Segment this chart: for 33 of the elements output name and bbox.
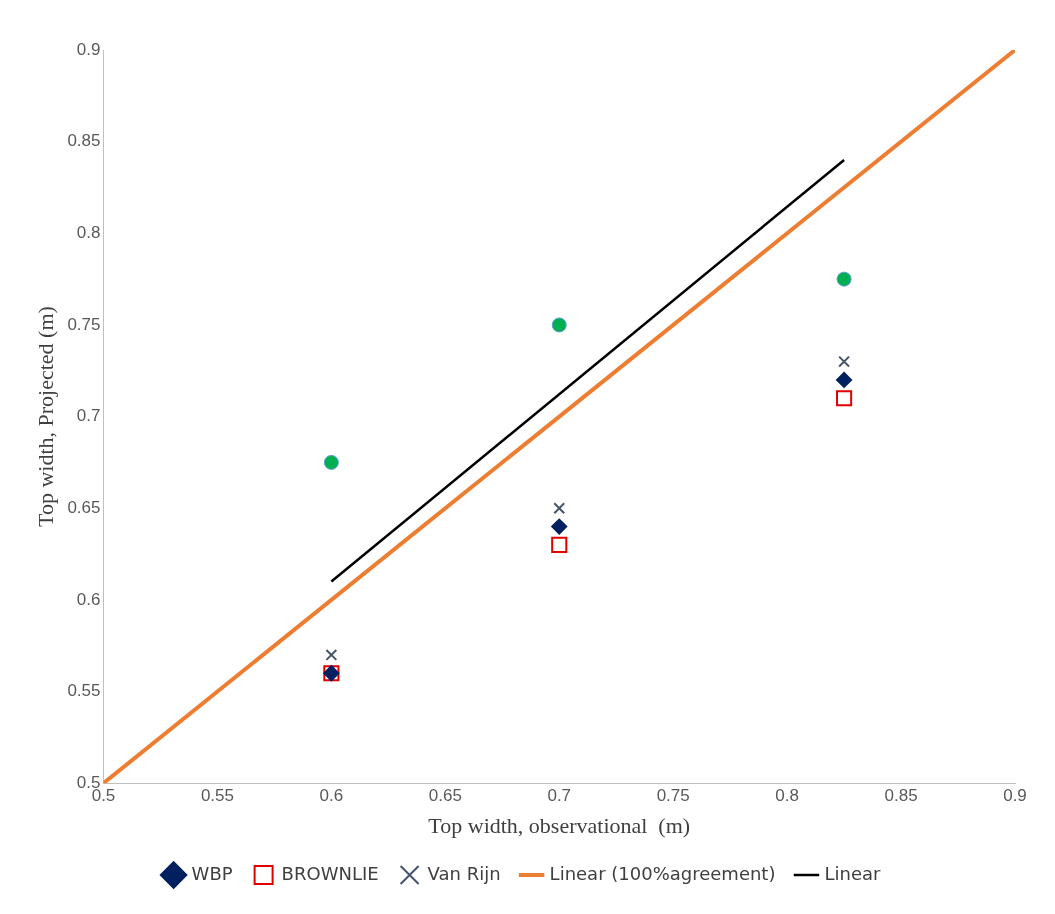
y-tick-label: 0.55 xyxy=(67,681,101,701)
x-tick-label: 0.55 xyxy=(200,786,234,806)
x-tick-label: 0.9 xyxy=(1003,786,1027,806)
x-tick-label: 0.65 xyxy=(428,786,462,806)
point xyxy=(551,518,568,535)
x-tick-label: 0.6 xyxy=(319,786,344,806)
legend-label: WBP xyxy=(191,862,233,884)
x-axis-title: Top width, observational (m) xyxy=(428,812,691,838)
point xyxy=(836,371,853,388)
y-axis-title: Top width, Projected (m) xyxy=(32,306,58,528)
point xyxy=(836,271,852,287)
x-tick-label: 0.8 xyxy=(775,786,799,806)
point xyxy=(836,390,853,407)
point xyxy=(325,648,338,661)
x-tick-label: 0.7 xyxy=(547,786,572,806)
point xyxy=(323,454,339,470)
legend-label: Van Rijn xyxy=(427,862,501,884)
point xyxy=(553,502,566,515)
x-tick-label: 0.75 xyxy=(656,786,690,806)
y-tick-label: 0.85 xyxy=(67,131,101,151)
point xyxy=(838,355,851,368)
y-tick-label: 0.6 xyxy=(76,589,101,609)
legend-label: Linear (100%agreement) xyxy=(549,862,776,884)
y-tick-label: 0.7 xyxy=(76,406,101,426)
y-tick-label: 0.75 xyxy=(67,314,101,334)
legend-label: Linear xyxy=(824,862,881,884)
point xyxy=(551,536,568,553)
legend-label: BROWNLIE xyxy=(281,862,379,884)
x-tick-label: 0.85 xyxy=(884,786,918,806)
y-tick-label: 0.9 xyxy=(76,39,101,59)
point xyxy=(551,317,567,333)
y-tick-label: 0.65 xyxy=(67,497,101,517)
y-tick-label: 0.8 xyxy=(76,222,101,242)
